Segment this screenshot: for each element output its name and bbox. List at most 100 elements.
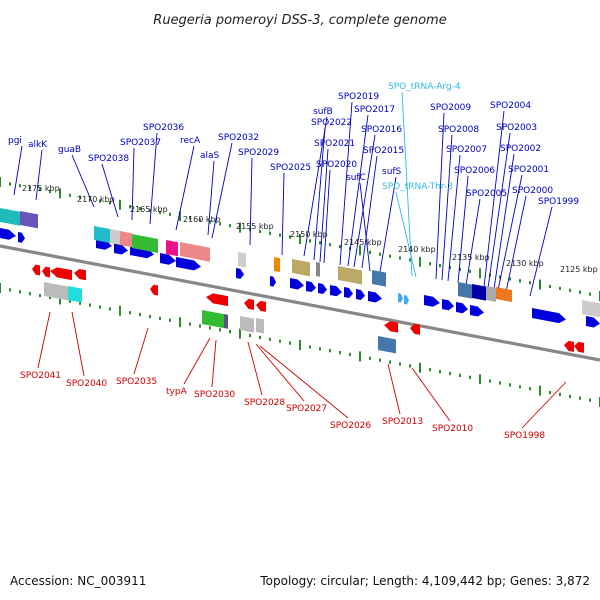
gene-label-forward: SPO2005 <box>466 189 507 199</box>
label-leader-line <box>521 381 567 429</box>
forward-cds <box>330 285 342 297</box>
forward-cds <box>318 283 327 294</box>
forward-cds <box>344 287 353 298</box>
feature-box <box>202 310 224 329</box>
tick-label: 2135 kbp <box>452 253 490 262</box>
reverse-cds <box>74 269 86 281</box>
forward-cds <box>18 232 25 243</box>
backbone-layer <box>0 244 600 362</box>
label-leader-line <box>401 91 413 277</box>
forward-cds <box>176 257 201 271</box>
map-title: Ruegeria pomeroyi DSS-3, complete genome <box>153 13 446 28</box>
label-leader-line <box>347 114 369 267</box>
forward-cds <box>270 276 276 287</box>
tick-label: 2145 kbp <box>344 238 382 247</box>
genome-backbone <box>0 244 600 362</box>
trna-feature <box>404 295 409 305</box>
label-leader-line <box>339 101 353 266</box>
reverse-cds <box>32 264 40 276</box>
forward-cds <box>424 295 440 307</box>
gene-label-forward: SPO2016 <box>361 125 402 135</box>
label-leader-line <box>505 195 527 293</box>
feature-box <box>68 286 82 303</box>
feature-box <box>372 270 386 287</box>
gene-label-forward: SPO2036 <box>143 123 184 133</box>
gene-label-forward: SPO2015 <box>363 146 404 156</box>
gene-label-forward: guaB <box>58 145 81 155</box>
feature-box <box>120 231 132 248</box>
gene-label-forward: alaS <box>200 151 220 161</box>
label-leader-line <box>183 337 211 385</box>
gene-label-reverse: SPO2010 <box>432 424 473 434</box>
gene-label-reverse: SPO2013 <box>382 417 423 427</box>
feature-box <box>274 257 280 273</box>
tick-label: 2175 kbp <box>22 184 60 193</box>
gene-label-forward: SPO_tRNA-Thr-3 <box>382 182 453 192</box>
label-leader-line <box>211 339 217 388</box>
feature-box <box>0 208 20 226</box>
forward-cds <box>114 243 128 255</box>
label-leader-line <box>411 367 451 422</box>
gene-label-forward: pgi <box>8 136 22 146</box>
feature-box <box>110 229 120 245</box>
tick-label: 2155 kbp <box>236 222 274 231</box>
gene-label-reverse: SPO1998 <box>504 431 545 441</box>
gene-label-forward: alkK <box>28 140 48 150</box>
reverse-cds <box>574 341 584 353</box>
gene-label-forward: SPO2006 <box>454 166 495 176</box>
label-leader-line <box>483 110 505 288</box>
gene-label-forward: sufS <box>382 167 402 177</box>
gene-label-forward: sufC <box>346 173 366 183</box>
gene-label-forward: SPO2020 <box>316 160 357 170</box>
tick-label: 2125 kbp <box>560 265 598 274</box>
tick-label: 2170 kbp <box>77 195 115 204</box>
reverse-cds <box>244 298 254 310</box>
feature-box <box>582 300 600 318</box>
label-leader-line <box>497 174 523 291</box>
gene-label-reverse: typA <box>166 387 188 397</box>
feature-box <box>496 287 512 303</box>
label-layer: 2175 kbp 2170 kbp 2165 kbp 2160 kbp 2155 kbp… <box>8 82 598 441</box>
gene-label-reverse: SPO2027 <box>286 404 327 414</box>
gene-label-reverse: SPO2028 <box>244 398 285 408</box>
feature-box <box>180 242 210 262</box>
label-leader-line <box>447 154 461 282</box>
gene-label-forward: SPO2001 <box>508 165 549 175</box>
feature-layer <box>0 208 600 354</box>
feature-box <box>44 282 68 301</box>
label-leader-line <box>323 169 331 264</box>
tick-layer <box>0 177 600 407</box>
label-leader-line <box>281 172 285 256</box>
label-leader-line <box>313 127 326 261</box>
label-leader-line <box>255 343 305 402</box>
forward-cds <box>532 308 566 324</box>
gene-label-reverse: SPO2026 <box>330 421 371 431</box>
label-leader-line <box>359 182 371 272</box>
reverse-cds <box>42 266 50 278</box>
feature-box <box>132 234 158 253</box>
gene-label-reverse: SPO2040 <box>66 379 107 389</box>
label-leader-line <box>303 116 328 257</box>
gene-label-forward: SPO2021 <box>314 139 355 149</box>
feature-box <box>240 316 254 333</box>
label-leader-line <box>101 163 119 218</box>
label-leader-line <box>175 145 195 231</box>
accession-text: Accession: NC_003911 <box>10 574 147 588</box>
reverse-cds <box>150 284 158 296</box>
gene-label-forward: SPO2009 <box>430 103 471 113</box>
forward-cds <box>456 302 468 314</box>
feature-box <box>224 314 228 329</box>
label-leader-line <box>249 157 253 246</box>
label-leader-line <box>71 154 95 208</box>
label-leader-line <box>211 142 233 239</box>
feature-box <box>316 262 320 277</box>
label-leader-line <box>379 176 397 273</box>
feature-box <box>20 211 38 229</box>
feature-box <box>94 226 110 244</box>
gene-label-forward: SPO2025 <box>270 163 311 173</box>
label-leader-line <box>37 311 51 369</box>
feature-box <box>238 252 246 268</box>
reverse-cds <box>256 300 266 312</box>
gene-label-forward: SPO_tRNA-Arg-4 <box>388 82 461 92</box>
gene-label-forward: SPO2019 <box>338 92 379 102</box>
